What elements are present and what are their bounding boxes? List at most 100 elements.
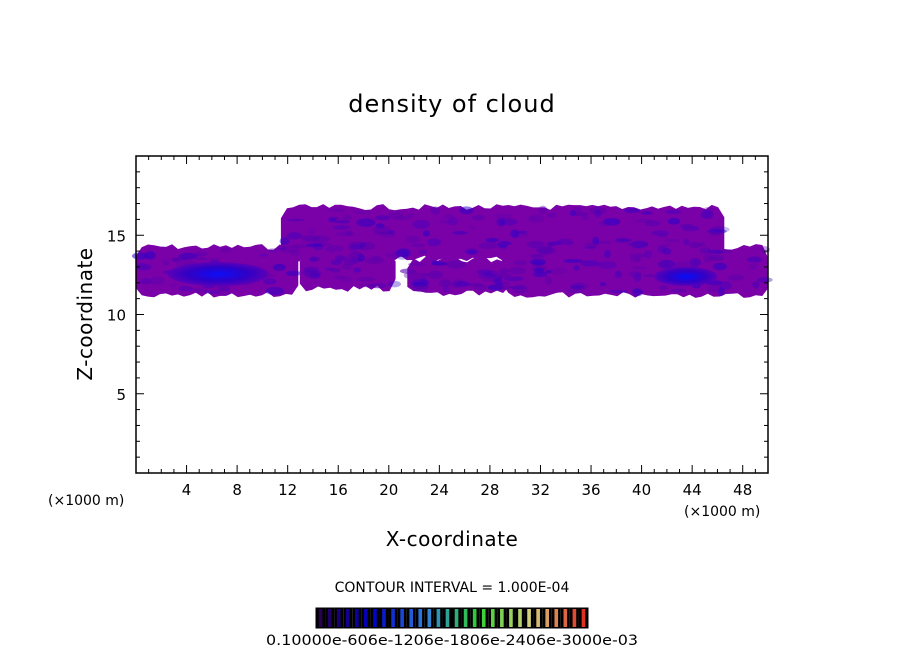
cloud-texture — [301, 235, 320, 241]
cloud-texture — [669, 288, 687, 293]
cloud-texture — [700, 210, 714, 219]
colorbar-swatch — [382, 609, 386, 627]
cloud-texture — [570, 284, 584, 290]
cloud-texture — [430, 206, 441, 215]
colorbar-swatch — [364, 609, 368, 627]
cloud-texture — [508, 266, 526, 275]
cloud-texture — [431, 261, 448, 266]
cloud-texture — [536, 245, 554, 255]
colorbar-swatch — [391, 609, 395, 627]
cloud-texture — [599, 282, 607, 287]
cloud-texture — [137, 262, 146, 270]
cloud-texture — [634, 219, 654, 223]
cloud-texture — [592, 236, 600, 246]
cloud-texture — [395, 252, 408, 257]
colorbar-swatch — [454, 609, 459, 627]
cloud-core — [167, 262, 269, 286]
cloud-texture — [393, 215, 411, 221]
cloud-texture — [195, 257, 208, 261]
colorbar — [315, 607, 589, 629]
cloud-texture — [335, 231, 356, 237]
y-axis-ticks: 5 10 15 — [107, 171, 768, 458]
cloud-texture — [413, 284, 427, 293]
cloud-texture — [688, 242, 701, 249]
cloud-texture — [203, 290, 220, 295]
colorbar-swatch — [445, 609, 450, 627]
cloud-texture — [189, 287, 207, 293]
cloud-texture — [644, 250, 653, 259]
cloud-texture — [286, 232, 303, 240]
cloud-texture — [195, 251, 208, 257]
cloud-texture — [510, 229, 520, 238]
cloud-texture — [290, 249, 300, 257]
cloud-texture — [301, 237, 318, 244]
cloud-texture — [532, 262, 544, 266]
colorbar-swatch — [509, 609, 513, 627]
cloud-texture — [467, 250, 476, 255]
cloud-texture — [220, 247, 231, 253]
x-tick-label: 12 — [278, 481, 297, 499]
cloud-texture — [348, 241, 366, 249]
cloud-texture — [447, 217, 459, 226]
cloud-texture — [640, 211, 653, 215]
colorbar-swatch — [472, 609, 477, 627]
cloud-texture — [603, 218, 621, 226]
cloud-texture — [498, 268, 509, 274]
cloud-texture — [664, 239, 680, 242]
cloud-texture — [632, 288, 641, 293]
cloud-texture — [334, 219, 351, 224]
cloud-texture — [333, 275, 346, 280]
cloud-texture — [634, 257, 642, 262]
x-tick-label: 40 — [632, 481, 651, 499]
cloud-texture — [597, 261, 617, 269]
cloud-texture — [662, 248, 672, 255]
cloud-texture — [548, 267, 568, 275]
cloud-texture — [304, 270, 319, 279]
cloud-texture — [498, 218, 518, 226]
cloud-texture — [485, 238, 499, 243]
cloud-texture — [356, 218, 376, 228]
cloud-texture — [285, 218, 305, 222]
cloud-texture — [399, 268, 416, 274]
cloud-texture — [301, 270, 322, 276]
x-tick-label: 20 — [379, 481, 398, 499]
cloud-texture — [499, 285, 513, 290]
x-tick-label: 48 — [733, 481, 752, 499]
colorbar-swatch — [418, 609, 423, 627]
cloud-texture — [357, 276, 376, 282]
plot-frame — [135, 155, 769, 474]
cloud-texture — [709, 254, 724, 262]
cloud-texture — [265, 287, 285, 296]
colorbar-swatch — [545, 609, 550, 627]
cloud-texture — [328, 216, 339, 221]
cloud-texture — [584, 242, 598, 249]
cloud-texture — [439, 279, 452, 288]
cloud-texture — [747, 256, 762, 263]
cloud-texture — [707, 228, 727, 234]
cloud-texture — [487, 284, 504, 291]
cloud-texture — [630, 255, 640, 263]
cloud-texture — [331, 268, 341, 273]
cloud-texture — [330, 259, 342, 265]
colorbar-swatch — [500, 609, 504, 627]
cloud-texture — [567, 288, 584, 293]
cloud-texture — [517, 230, 528, 234]
cloud-texture — [208, 257, 221, 264]
colorbar-labels: 0.10000e-606e-1206e-1806e-2406e-3000e-03 — [266, 633, 638, 649]
cloud-texture — [446, 260, 466, 269]
colorbar-swatch — [536, 609, 540, 627]
colorbar-swatch — [400, 609, 404, 627]
cloud-texture — [651, 230, 669, 236]
cloud-texture — [443, 214, 455, 219]
y-tick-label: 5 — [116, 386, 126, 404]
cloud-texture — [573, 206, 582, 214]
cloud-texture — [418, 249, 428, 255]
cloud-texture — [325, 267, 335, 271]
cloud-region-lower-middle-band — [399, 256, 515, 297]
cloud-texture — [658, 259, 676, 269]
x-axis-ticks: 4 8 12 16 20 24 28 32 36 40 44 48 — [148, 156, 756, 499]
y-tick-label: 15 — [107, 227, 126, 245]
colorbar-swatch — [336, 609, 341, 627]
cloud-texture — [178, 252, 198, 260]
cloud-texture — [633, 272, 642, 282]
